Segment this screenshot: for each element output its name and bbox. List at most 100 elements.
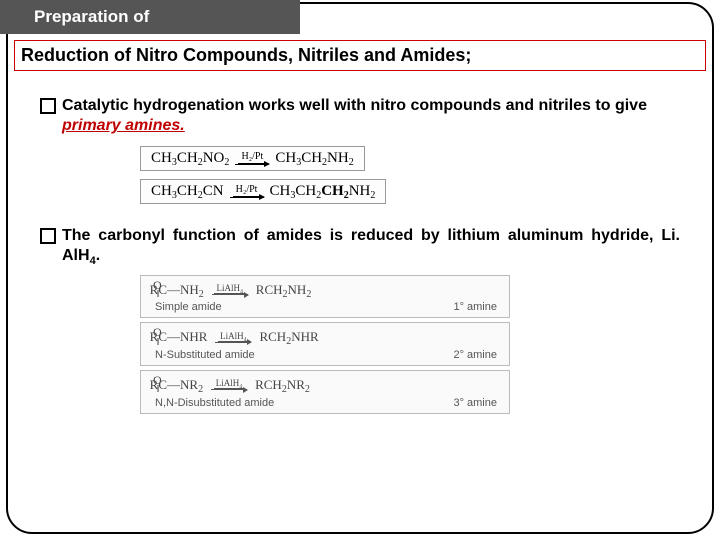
d3-row: O‖ RC—NR2 LiAlH₄ RCH2NR2 bbox=[153, 375, 501, 395]
eq2r-nh: NH bbox=[349, 183, 371, 199]
equation-2-box: CH3CH2CN H₂/Pt CH3CH2CH2NH2 bbox=[140, 179, 386, 204]
d1-rc: RC bbox=[150, 282, 167, 297]
eq2r-nh2: 2 bbox=[370, 190, 375, 201]
d1-arrow: LiAlH₄ bbox=[212, 284, 248, 295]
d2-arrow-label: LiAlH₄ bbox=[218, 332, 249, 342]
d3-caption: N,N-Disubstituted amide 3° amine bbox=[153, 397, 501, 409]
d3-r2: 2 bbox=[282, 384, 287, 395]
d3-rn2: 2 bbox=[305, 384, 310, 395]
arrow-icon bbox=[230, 197, 264, 198]
d1-rn2: 2 bbox=[306, 289, 311, 300]
d1-arrow-label: LiAlH₄ bbox=[214, 284, 245, 294]
d2-lhs-text: RC—NHR bbox=[150, 329, 208, 345]
bullet-box-icon bbox=[40, 228, 56, 244]
eq2-3: 3 bbox=[172, 190, 177, 201]
bullet-1-text: Catalytic hydrogenation works well with … bbox=[62, 96, 680, 136]
arrow-icon bbox=[211, 389, 247, 390]
eq2-ch: CH bbox=[151, 183, 172, 199]
eq1-arrow-label: H₂/Pt bbox=[238, 152, 266, 164]
subheader-box: Reduction of Nitro Compounds, Nitriles a… bbox=[14, 40, 706, 71]
d2-arrow: LiAlH₄ bbox=[215, 332, 251, 343]
d2-rc: RC bbox=[150, 329, 167, 344]
arrow-icon bbox=[235, 164, 269, 165]
d1-rhs: RCH2NH2 bbox=[256, 282, 312, 298]
eq2r-2a: 2 bbox=[316, 190, 321, 201]
amide-diagram-2: O‖ RC—NHR LiAlH₄ RCH2NHR N-Substituted a… bbox=[140, 322, 510, 366]
arrow-icon bbox=[215, 342, 251, 343]
equation-2: CH3CH2CN H₂/Pt CH3CH2CH2NH2 bbox=[151, 183, 375, 200]
bullet-2-pre: The carbonyl function of amides is reduc… bbox=[62, 227, 680, 264]
bullet-1: Catalytic hydrogenation works well with … bbox=[40, 96, 680, 136]
eq2-ch2: CH bbox=[177, 183, 198, 199]
eq2-cn: CN bbox=[203, 183, 224, 199]
eq1r-ch: CH bbox=[275, 150, 296, 166]
d1-cap-left: Simple amide bbox=[155, 301, 222, 313]
d3-arrow: LiAlH₄ bbox=[211, 379, 247, 390]
d2-rhs: RCH2NHR bbox=[259, 329, 318, 345]
d1-caption: Simple amide 1° amine bbox=[153, 301, 501, 313]
eq1-no: NO bbox=[203, 150, 225, 166]
eq1r-nh2: 2 bbox=[349, 157, 354, 168]
eq2-arrow-label: H₂/Pt bbox=[233, 185, 261, 197]
bullet-2: The carbonyl function of amides is reduc… bbox=[40, 226, 680, 269]
eq2-lhs: CH3CH2CN bbox=[151, 183, 224, 200]
d3-2: 2 bbox=[198, 384, 203, 395]
bullet-1-pre: Catalytic hydrogenation works well with … bbox=[62, 97, 647, 114]
d1-cap-right: 1° amine bbox=[453, 301, 497, 313]
eq1-ch2: CH bbox=[177, 150, 198, 166]
eq1r-2: 2 bbox=[322, 157, 327, 168]
arrow-icon bbox=[212, 294, 248, 295]
d3-nr: —NR bbox=[167, 377, 198, 392]
d2-rch: RCH bbox=[259, 329, 286, 344]
d3-rhs: RCH2NR2 bbox=[255, 377, 310, 393]
d2-caption: N-Substituted amide 2° amine bbox=[153, 349, 501, 361]
d1-lhs-text: RC—NH2 bbox=[150, 282, 204, 298]
eq1-rhs: CH3CH2NH2 bbox=[275, 150, 353, 167]
eq1-ch: CH bbox=[151, 150, 172, 166]
d2-nhr: —NHR bbox=[167, 329, 207, 344]
bullet-2-end: . bbox=[96, 247, 100, 264]
eq2r-ch2a: CH bbox=[295, 183, 316, 199]
d3-lhs-text: RC—NR2 bbox=[150, 377, 203, 393]
eq2-arrow: H₂/Pt bbox=[230, 185, 264, 198]
d3-cap-right: 3° amine bbox=[453, 397, 497, 409]
eq1-lhs: CH3CH2NO2 bbox=[151, 150, 229, 167]
eq1-no2: 2 bbox=[224, 157, 229, 168]
amide-diagram-3: O‖ RC—NR2 LiAlH₄ RCH2NR2 N,N-Disubstitut… bbox=[140, 370, 510, 414]
d1-r2: 2 bbox=[283, 289, 288, 300]
d3-arrow-label: LiAlH₄ bbox=[214, 379, 245, 389]
bullet-1-highlight: primary amines. bbox=[62, 117, 185, 134]
header-title: Preparation of bbox=[34, 7, 149, 27]
d2-r2: 2 bbox=[286, 336, 291, 347]
d3-cap-left: N,N-Disubstituted amide bbox=[155, 397, 274, 409]
bullet-2-text: The carbonyl function of amides is reduc… bbox=[62, 226, 680, 269]
d2-cap-right: 2° amine bbox=[453, 349, 497, 361]
eq2r-3: 3 bbox=[290, 190, 295, 201]
d1-rnh: NH bbox=[288, 282, 307, 297]
d3-rc: RC bbox=[150, 377, 167, 392]
d1-rch: RCH bbox=[256, 282, 283, 297]
d1-2: 2 bbox=[199, 289, 204, 300]
equation-1-box: CH3CH2NO2 H₂/Pt CH3CH2NH2 bbox=[140, 146, 365, 171]
d2-cap-left: N-Substituted amide bbox=[155, 349, 255, 361]
eq2r-2b: 2 bbox=[344, 190, 349, 201]
eq1-sub2: 2 bbox=[198, 157, 203, 168]
bullet-2-H: H bbox=[78, 247, 90, 264]
eq2-2: 2 bbox=[198, 190, 203, 201]
d1-nh: —NH bbox=[167, 282, 199, 297]
content-area: Catalytic hydrogenation works well with … bbox=[40, 96, 680, 418]
bullet-box-icon bbox=[40, 98, 56, 114]
eq1r-3: 3 bbox=[296, 157, 301, 168]
eq1r-nh: NH bbox=[327, 150, 349, 166]
equation-1: CH3CH2NO2 H₂/Pt CH3CH2NH2 bbox=[151, 150, 354, 167]
d2-rnhr: NHR bbox=[291, 329, 318, 344]
eq1r-ch2: CH bbox=[301, 150, 322, 166]
d3-rnr: NR bbox=[287, 377, 305, 392]
subheader-text: Reduction of Nitro Compounds, Nitriles a… bbox=[21, 45, 471, 65]
d2-row: O‖ RC—NHR LiAlH₄ RCH2NHR bbox=[153, 327, 501, 347]
eq1-sub3: 3 bbox=[172, 157, 177, 168]
amide-diagram-1: O‖ RC—NH2 LiAlH₄ RCH2NH2 Simple amide 1°… bbox=[140, 275, 510, 319]
eq1-arrow: H₂/Pt bbox=[235, 152, 269, 165]
eq2r-ch2b: CH bbox=[321, 183, 344, 199]
eq2-rhs: CH3CH2CH2NH2 bbox=[270, 183, 376, 200]
